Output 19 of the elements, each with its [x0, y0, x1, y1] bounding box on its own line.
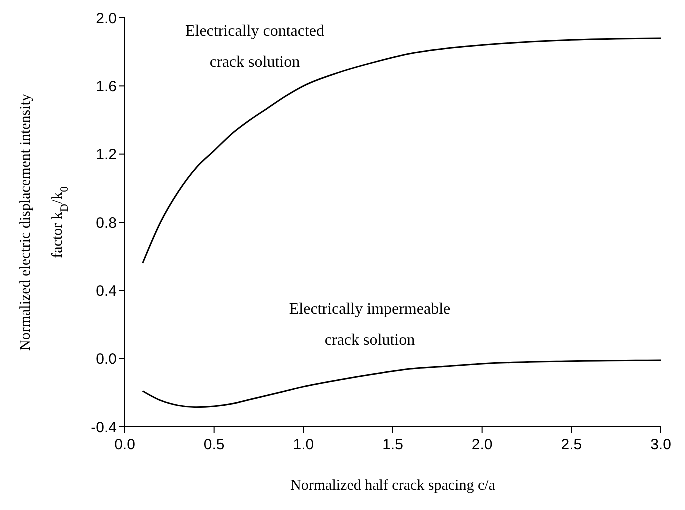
line-series — [142, 38, 661, 264]
x-tick-label: 0.5 — [204, 436, 225, 454]
x-tick-label: 2.0 — [472, 436, 493, 454]
y-tick-label: 1.2 — [96, 146, 117, 164]
x-tick-label: 1.5 — [382, 436, 404, 454]
annotation: Electrically contacted crack solution — [185, 23, 325, 71]
x-tick-label: 1.0 — [293, 436, 314, 454]
y-tick-label: 0.4 — [96, 282, 117, 300]
y-tick-label: 2.0 — [96, 10, 117, 28]
y-tick-label: 0.8 — [96, 214, 117, 232]
x-axis-title: Normalized half crack spacing c/a — [290, 478, 496, 494]
y-tick-label: 0.0 — [96, 351, 117, 368]
x-tick-label: 0.0 — [114, 436, 136, 454]
y-tick-label: 1.6 — [96, 78, 117, 96]
line-series — [142, 360, 661, 408]
y-tick-label: -0.4 — [91, 419, 117, 436]
x-tick-label: 2.5 — [561, 436, 582, 454]
annotation: Electrically impermeable crack solution — [289, 301, 451, 349]
x-tick-label: 3.0 — [650, 436, 672, 454]
